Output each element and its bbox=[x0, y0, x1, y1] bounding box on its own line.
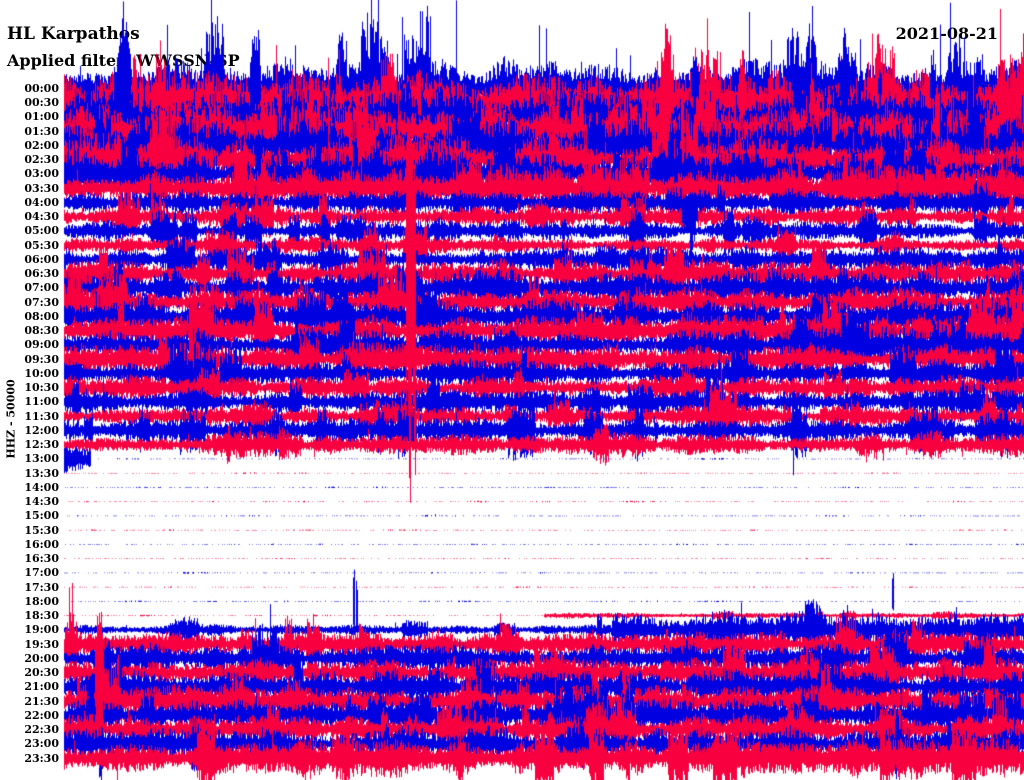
helicorder-page: HL Karpathos Applied filter: WWSSN-SP 20… bbox=[0, 0, 1024, 780]
seismogram-canvas bbox=[0, 0, 1024, 780]
